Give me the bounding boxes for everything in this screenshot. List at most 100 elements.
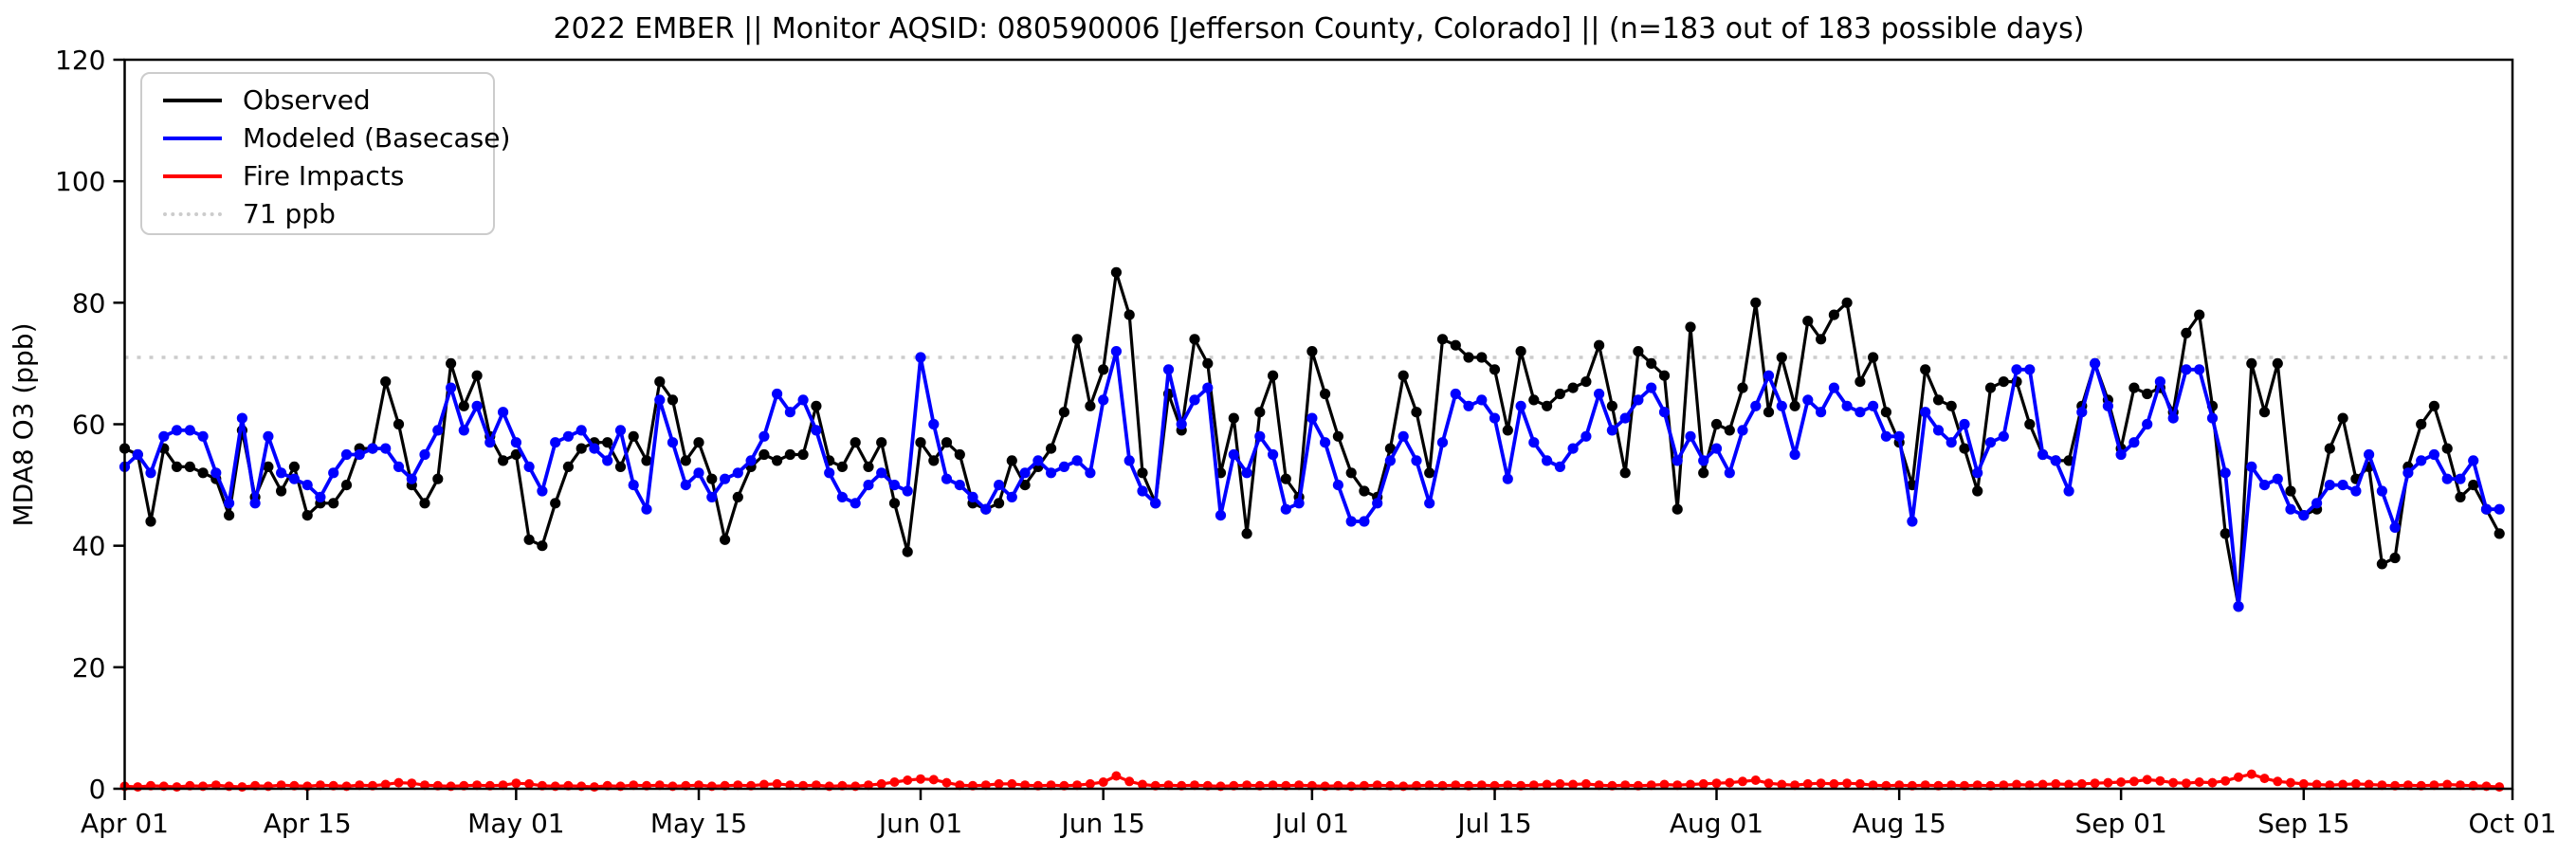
fire-series-point [2168,777,2179,788]
fire-series-point [2155,775,2165,786]
observed-series-point [797,448,809,461]
observed-series-point [1502,425,1513,436]
modeled-series-point [2480,503,2493,515]
observed-series-point [498,455,509,466]
modeled-series-point [2024,364,2036,375]
modeled-series-point [2402,467,2414,479]
chart-title: 2022 EMBER || Monitor AQSID: 080590006 [… [554,12,2085,46]
fire-series-point [1046,780,1056,791]
x-tick-label: Jun 15 [1060,808,1145,839]
fire-series-point [2128,776,2139,787]
x-tick-label: Aug 15 [1853,808,1946,839]
observed-series-point [1710,418,1723,430]
fire-series-point [1894,780,1905,791]
modeled-series-point [1710,443,1723,454]
fire-series-point [2402,780,2413,791]
modeled-series-point [1320,437,1331,448]
modeled-series-point [2441,473,2453,484]
fire-series-point [1542,779,1552,790]
y-tick-label: 100 [55,166,105,197]
observed-series-point [1515,346,1526,357]
modeled-series-point [446,382,457,393]
observed-series-point [941,437,953,448]
x-tick-label: Jul 01 [1273,808,1349,839]
fire-series-point [1111,771,1122,781]
modeled-series-point [1932,425,1945,436]
modeled-series-point [680,480,691,491]
y-tick-label: 60 [72,410,106,441]
modeled-series-point [1998,430,2009,442]
modeled-series-point [1776,400,1787,411]
observed-series-point [419,498,430,509]
observed-series-point [1932,394,1945,406]
modeled-series-point [2455,473,2466,484]
observed-series-point [1841,297,1853,308]
fire-series-point [1868,780,1878,791]
observed-series-point [1984,382,1997,393]
modeled-series-point [276,467,287,479]
observed-series-point [1306,346,1318,357]
observed-series-point [446,357,457,369]
modeled-series-point [614,425,627,436]
observed-line-sample [163,99,222,102]
observed-series-point [537,540,548,552]
fire-series-point [1163,780,1174,791]
fire-series-point [2090,778,2100,789]
modeled-series-point [1228,448,1239,461]
fire-series-point [2364,779,2374,790]
modeled-series-point [2258,480,2271,491]
fire-series-point [1242,780,1252,791]
modeled-series-point [1189,394,1200,406]
fire-series-point [472,780,483,791]
fire-series-point [1372,780,1382,791]
observed-series-point [1228,412,1239,424]
modeled-series-point [2246,461,2257,472]
fire-series-point [498,780,508,791]
modeled-series-point [1359,516,1370,527]
observed-series-point [1750,297,1762,308]
modeled-series-point [2233,601,2244,612]
fire-series-point [1620,780,1631,791]
fire-series-point [2273,776,2283,787]
fire-series-point [876,778,886,789]
observed-series-point [602,437,613,448]
observed-series-point [888,498,901,509]
modeled-series-point [1646,382,1657,393]
fire-series-point [2103,777,2113,788]
y-axis-label: MDA8 O3 (ppb) [8,322,39,526]
modeled-series-point [1424,498,1435,509]
x-tick-label: Apr 01 [81,808,169,839]
fire-series-point [2311,779,2322,790]
fire-series-point [2207,777,2218,788]
observed-series-point [1763,407,1775,418]
observed-series-point [301,510,313,521]
modeled-series-point [2428,448,2439,461]
fire-series-point [1124,776,1135,787]
fire-series-point [1568,779,1579,790]
observed-series-point [758,448,770,461]
modeled-series-point [1137,485,1148,497]
modeled-series-point [1032,455,1044,466]
modeled-series-point [2350,485,2362,497]
observed-series-point [2181,327,2192,338]
observed-series-point [1880,407,1891,418]
observed-series-point [2389,552,2401,564]
observed-series-point [2416,418,2427,430]
fire-series-point [2142,775,2152,785]
observed-series-point [1789,400,1800,411]
observed-series-point [954,448,965,461]
modeled-series-point [2311,498,2323,509]
observed-series-point [458,400,469,411]
modeled-series-point [928,418,940,430]
modeled-series-point [484,437,496,448]
modeled-series-point [836,491,849,503]
fire-series-point [941,777,952,788]
observed-series-point [1241,528,1252,539]
observed-series-point [550,498,561,509]
observed-series-point [1658,370,1671,381]
observed-series-point [2194,309,2205,320]
fire-series-point [2220,775,2231,786]
x-tick-label: Oct 01 [2469,808,2557,839]
modeled-series-point [1972,467,1983,479]
legend: Observed Modeled (Basecase) Fire Impacts… [140,72,510,235]
